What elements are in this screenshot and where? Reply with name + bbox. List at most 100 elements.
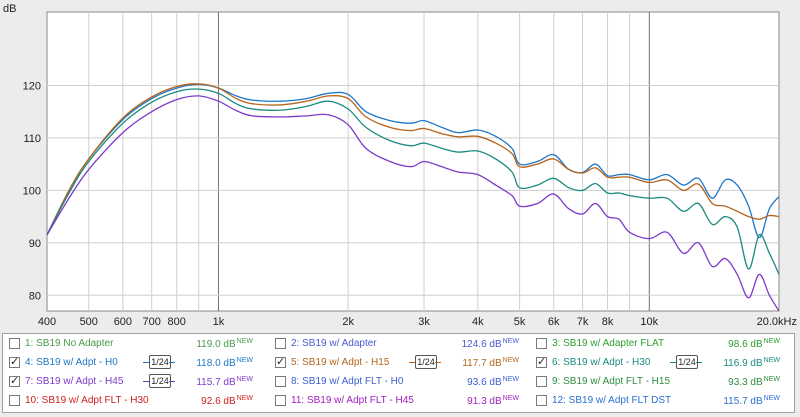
new-badge: NEW <box>236 338 253 345</box>
legend-label: 10: SB19 w/ Adpt FLT - H30 <box>25 395 149 406</box>
legend-label: 1: SB19 No Adapter <box>25 338 114 349</box>
legend-item[interactable]: ✓ 7: SB19 w/ Adpt - H45 1/24 115.7 dBNEW <box>3 373 263 393</box>
legend-item[interactable]: 1: SB19 No Adapter 119.0 dBNEW <box>3 335 263 355</box>
legend-checkbox[interactable] <box>275 395 286 406</box>
legend-checkbox[interactable] <box>536 395 547 406</box>
y-axis-label: dB <box>3 3 16 15</box>
legend-label: 6: SB19 w/ Adpt - H30 <box>552 357 651 368</box>
legend-label: 4: SB19 w/ Adpt - H0 <box>25 357 118 368</box>
x-tick-label: 1k <box>213 316 225 328</box>
legend-label: 9: SB19 w/ Adpt FLT - H15 <box>552 376 671 387</box>
new-badge: NEW <box>763 338 780 345</box>
legend-checkbox[interactable]: ✓ <box>536 356 547 368</box>
legend-value: 93.6 dBNEW <box>467 376 519 388</box>
legend-checkbox[interactable] <box>275 376 286 387</box>
x-tick-label: 20.0kHz <box>757 316 797 328</box>
new-badge: NEW <box>502 376 519 383</box>
legend-checkbox[interactable] <box>536 338 547 349</box>
legend-label: 12: SB19 w/ Adpt FLT DST <box>552 395 672 406</box>
smoothing-badge[interactable]: 1/24 <box>143 374 175 388</box>
legend-item[interactable]: 12: SB19 w/ Adpt FLT DST 115.7 dBNEW <box>530 392 790 412</box>
legend-item[interactable]: ✓ 6: SB19 w/ Adpt - H30 1/24 116.9 dBNEW <box>530 354 790 374</box>
x-tick-label: 2k <box>342 316 354 328</box>
smoothing-label: 1/24 <box>676 355 698 369</box>
legend-value: 117.7 dBNEW <box>462 357 519 369</box>
tick-labels: 80 90 100 110 120 400 500 600 700 800 1k 2k 3k 4k 5k 6k… <box>23 80 797 328</box>
legend-row: ✓ 4: SB19 w/ Adpt - H0 1/24 118.0 dBNEW ✓ 5: … <box>3 354 794 374</box>
y-tick-label: 100 <box>23 185 41 197</box>
legend-row: 10: SB19 w/ Adpt FLT - H30 92.6 dBNEW 11: … <box>3 392 794 412</box>
new-badge: NEW <box>236 376 253 383</box>
legend-label: 7: SB19 w/ Adpt - H45 <box>25 376 124 387</box>
new-badge: NEW <box>236 357 253 364</box>
legend-checkbox[interactable] <box>9 338 20 349</box>
new-badge: NEW <box>502 338 519 345</box>
legend-label: 8: SB19 w/ Adpt FLT - H0 <box>291 376 404 387</box>
new-badge: NEW <box>236 395 253 402</box>
series-line-7 <box>47 95 779 311</box>
smoothing-badge[interactable]: 1/24 <box>670 355 702 369</box>
legend-item[interactable]: 11: SB19 w/ Adpt FLT - H45 91.3 dBNEW <box>269 392 529 412</box>
legend-checkbox[interactable]: ✓ <box>275 356 286 368</box>
x-tick-label: 6k <box>548 316 560 328</box>
legend-label: 2: SB19 w/ Adapter <box>291 338 377 349</box>
x-tick-label: 400 <box>38 316 56 328</box>
legend-checkbox[interactable]: ✓ <box>9 356 20 368</box>
y-tick-label: 120 <box>23 80 41 92</box>
legend-checkbox[interactable] <box>9 395 20 406</box>
smoothing-label: 1/24 <box>149 374 171 388</box>
x-tick-label: 5k <box>514 316 526 328</box>
new-badge: NEW <box>502 395 519 402</box>
legend-item[interactable]: 10: SB19 w/ Adpt FLT - H30 92.6 dBNEW <box>3 392 263 412</box>
series-line-5 <box>47 83 779 236</box>
smoothing-badge[interactable]: 1/24 <box>409 355 441 369</box>
x-tick-label: 3k <box>418 316 430 328</box>
legend-value: 92.6 dBNEW <box>201 395 253 407</box>
legend-item[interactable]: 8: SB19 w/ Adpt FLT - H0 93.6 dBNEW <box>269 373 529 393</box>
legend-row: ✓ 7: SB19 w/ Adpt - H45 1/24 115.7 dBNEW 8: … <box>3 373 794 393</box>
new-badge: NEW <box>763 395 780 402</box>
x-tick-label: 10k <box>640 316 658 328</box>
legend-value: 91.3 dBNEW <box>467 395 519 407</box>
y-tick-label: 90 <box>29 238 41 250</box>
grid <box>47 12 779 311</box>
y-tick-label: 80 <box>29 290 41 302</box>
smoothing-badge[interactable]: 1/24 <box>143 355 175 369</box>
legend-checkbox[interactable] <box>275 338 286 349</box>
new-badge: NEW <box>763 357 780 364</box>
x-tick-label: 4k <box>472 316 484 328</box>
legend-item[interactable]: ✓ 4: SB19 w/ Adpt - H0 1/24 118.0 dBNEW <box>3 354 263 374</box>
legend-panel: 1: SB19 No Adapter 119.0 dBNEW 2: SB19 w/ … <box>2 333 795 413</box>
legend-item[interactable]: 2: SB19 w/ Adapter 124.6 dBNEW <box>269 335 529 355</box>
legend-value: 115.7 dBNEW <box>196 376 253 388</box>
legend-value: 115.7 dBNEW <box>723 395 780 407</box>
y-tick-label: 110 <box>23 133 41 145</box>
legend-value: 124.6 dBNEW <box>461 338 519 350</box>
legend-label: 11: SB19 w/ Adpt FLT - H45 <box>291 395 414 406</box>
legend-value: 98.6 dBNEW <box>728 338 780 350</box>
frequency-response-chart: 80 90 100 110 120 400 500 600 700 800 1k 2k 3k 4k 5k 6k… <box>3 3 797 328</box>
legend-value: 118.0 dBNEW <box>196 357 253 369</box>
legend-value: 119.0 dBNEW <box>196 338 253 350</box>
smoothing-label: 1/24 <box>415 355 437 369</box>
legend-item[interactable]: 9: SB19 w/ Adpt FLT - H15 93.3 dBNEW <box>530 373 790 393</box>
legend-label: 3: SB19 w/ Adapter FLAT <box>552 338 665 349</box>
legend-row: 1: SB19 No Adapter 119.0 dBNEW 2: SB19 w/ … <box>3 335 794 355</box>
legend-value: 93.3 dBNEW <box>728 376 780 388</box>
smoothing-label: 1/24 <box>149 355 171 369</box>
plot-area <box>46 11 780 312</box>
new-badge: NEW <box>502 357 519 364</box>
x-tick-label: 600 <box>114 316 132 328</box>
legend-checkbox[interactable] <box>536 376 547 387</box>
x-tick-label: 700 <box>143 316 161 328</box>
legend-value: 116.9 dBNEW <box>723 357 780 369</box>
legend-item[interactable]: 3: SB19 w/ Adapter FLAT 98.6 dBNEW <box>530 335 790 355</box>
x-tick-label: 7k <box>577 316 589 328</box>
series-lines <box>47 83 779 311</box>
legend-checkbox[interactable]: ✓ <box>9 375 20 387</box>
new-badge: NEW <box>763 376 780 383</box>
series-line-6 <box>47 88 779 275</box>
x-tick-label: 800 <box>168 316 186 328</box>
x-tick-label: 8k <box>602 316 614 328</box>
legend-item[interactable]: ✓ 5: SB19 w/ Adpt - H15 1/24 117.7 dBNEW <box>269 354 529 374</box>
